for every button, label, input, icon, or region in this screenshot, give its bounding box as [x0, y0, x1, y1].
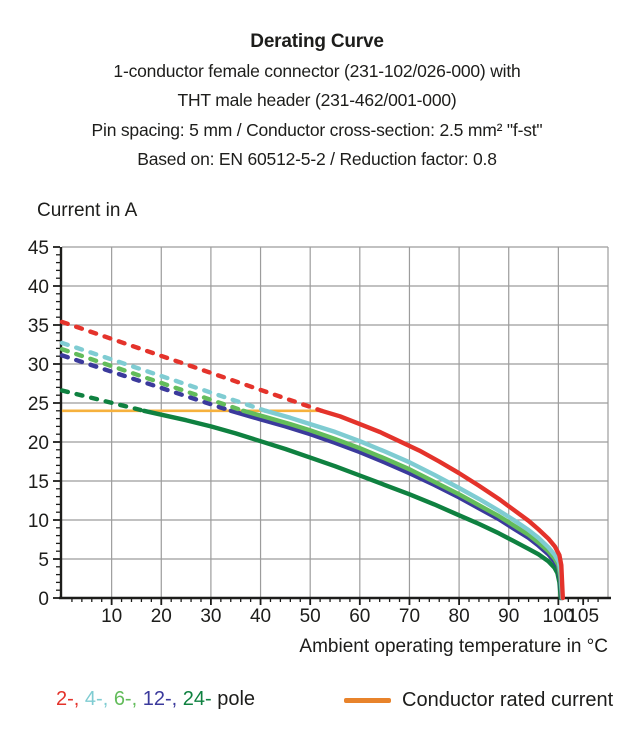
curve-12-pole-dashed: [59, 353, 233, 413]
curve-6-pole-solid: [241, 408, 565, 601]
x-tick-label: 100: [543, 606, 575, 627]
y-tick-label: 25: [28, 394, 49, 415]
legend-pole-suffix: pole: [211, 688, 256, 710]
figure-header: Derating Curve 1-conductor female connec…: [0, 27, 634, 175]
curve-6-pole-dashed: [59, 347, 246, 413]
legend-item-2-pole: 2-,: [56, 688, 85, 710]
x-axis-title: Ambient operating temperature in °C: [299, 636, 608, 657]
y-tick-label: 20: [28, 433, 49, 454]
legend-item-6-pole: 6-,: [113, 688, 143, 710]
y-tick-label: 15: [28, 472, 49, 493]
curve-4-pole-dashed: [59, 340, 268, 413]
legend-item-4-pole: 4-,: [84, 688, 114, 710]
y-tick-label: 10: [28, 511, 49, 532]
rated-current-legend: Conductor rated current: [344, 688, 613, 713]
y-tick-label: 45: [28, 238, 49, 259]
curve-2-pole-dashed: [59, 319, 324, 413]
y-tick-label: 0: [38, 589, 49, 610]
y-tick-label: 35: [28, 316, 49, 337]
x-tick-label: 50: [300, 606, 321, 627]
y-tick-label: 5: [38, 550, 49, 571]
x-tick-label: 20: [151, 606, 172, 627]
x-tick-label: 60: [349, 606, 370, 627]
curve-2-pole-solid: [319, 408, 565, 601]
curve-24-pole-dashed: [59, 388, 147, 413]
rated-current-line-swatch: [344, 698, 391, 703]
x-tick-label: 80: [449, 606, 470, 627]
figure-title: Derating Curve: [250, 31, 384, 52]
figure-subtitle-line-2: THT male header (231-462/001-000): [177, 90, 457, 110]
rated-current-label: Conductor rated current: [402, 689, 614, 711]
legend-item-24-pole: 24-: [182, 688, 212, 710]
x-tick-label: 90: [498, 606, 519, 627]
x-tick-label: 30: [200, 606, 221, 627]
figure-subtitle-line-4: Based on: EN 60512-5-2 / Reduction facto…: [137, 149, 497, 169]
legend-item-12-pole: 12-,: [142, 688, 183, 710]
figure-subtitle-line-1: 1-conductor female connector (231-102/02…: [113, 60, 521, 81]
y-axis-title: Current in A: [37, 200, 138, 221]
pole-legend: 2-, 4-, 6-, 12-, 24- pole: [56, 688, 255, 711]
y-tick-label: 40: [28, 277, 49, 298]
curve-4-pole-solid: [263, 408, 565, 601]
x-tick-label: 105: [567, 606, 599, 627]
x-tick-label: 40: [250, 606, 271, 627]
y-tick-label: 30: [28, 355, 49, 376]
x-tick-label: 10: [101, 606, 122, 627]
figure-subtitle-line-3: Pin spacing: 5 mm / Conductor cross-sect…: [91, 119, 543, 140]
curve-24-pole-solid: [141, 408, 563, 601]
x-tick-label: 70: [399, 606, 420, 627]
